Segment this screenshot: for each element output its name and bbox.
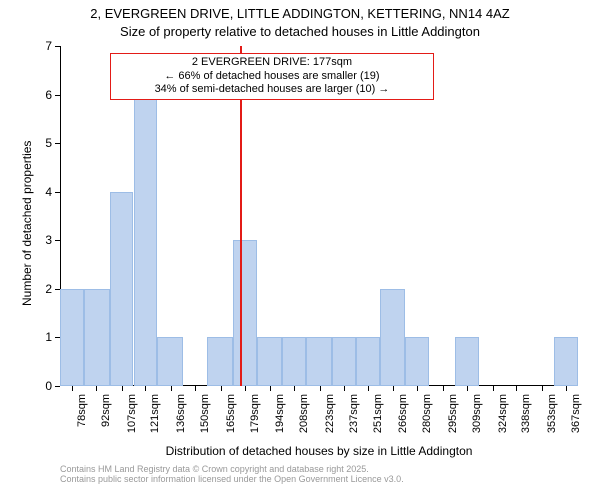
y-tick-label: 6 [32, 88, 52, 102]
x-tick-label: 266sqm [397, 394, 409, 454]
x-tick-label: 338sqm [520, 394, 532, 454]
x-tick-mark [294, 386, 295, 391]
x-tick-label: 237sqm [348, 394, 360, 454]
x-tick-label: 179sqm [249, 394, 261, 454]
histogram-bar [356, 337, 380, 386]
x-tick-label: 121sqm [149, 394, 161, 454]
x-tick-mark [96, 386, 97, 391]
y-tick-mark [55, 386, 60, 387]
x-tick-label: 165sqm [225, 394, 237, 454]
y-tick-label: 0 [32, 379, 52, 393]
x-tick-label: 78sqm [76, 394, 88, 454]
info-box: 2 EVERGREEN DRIVE: 177sqm← 66% of detach… [110, 53, 435, 100]
x-tick-label: 295sqm [447, 394, 459, 454]
x-tick-label: 353sqm [546, 394, 558, 454]
y-tick-label: 5 [32, 136, 52, 150]
plot-area: 2 EVERGREEN DRIVE: 177sqm← 66% of detach… [60, 46, 578, 386]
x-tick-mark [221, 386, 222, 391]
histogram-bar [84, 289, 110, 386]
y-tick-mark [55, 289, 60, 290]
histogram-bar [455, 337, 479, 386]
y-tick-label: 4 [32, 185, 52, 199]
histogram-bar [306, 337, 332, 386]
x-tick-mark [467, 386, 468, 391]
x-tick-mark [195, 386, 196, 391]
histogram-bar [134, 95, 158, 386]
histogram-bar [554, 337, 578, 386]
histogram-bar [380, 289, 406, 386]
x-tick-label: 324sqm [497, 394, 509, 454]
y-tick-mark [55, 192, 60, 193]
info-box-line-2: ← 66% of detached houses are smaller (19… [115, 70, 430, 84]
x-tick-label: 280sqm [421, 394, 433, 454]
x-tick-mark [122, 386, 123, 391]
x-tick-mark [542, 386, 543, 391]
x-tick-label: 367sqm [570, 394, 582, 454]
y-tick-mark [55, 337, 60, 338]
histogram-bar [60, 289, 84, 386]
histogram-bar [110, 192, 134, 386]
y-tick-label: 3 [32, 233, 52, 247]
histogram-bar [332, 337, 356, 386]
info-box-line-1: 2 EVERGREEN DRIVE: 177sqm [115, 56, 430, 70]
title-line-2: Size of property relative to detached ho… [0, 24, 600, 39]
info-box-line-3: 34% of semi-detached houses are larger (… [115, 83, 430, 97]
x-tick-mark [368, 386, 369, 391]
x-tick-label: 136sqm [175, 394, 187, 454]
y-tick-mark [55, 240, 60, 241]
x-tick-mark [417, 386, 418, 391]
histogram-bar [157, 337, 183, 386]
title-line-1: 2, EVERGREEN DRIVE, LITTLE ADDINGTON, KE… [0, 6, 600, 21]
x-tick-mark [171, 386, 172, 391]
x-tick-label: 194sqm [274, 394, 286, 454]
x-tick-label: 309sqm [471, 394, 483, 454]
histogram-bar [233, 240, 257, 386]
x-tick-mark [344, 386, 345, 391]
x-tick-mark [393, 386, 394, 391]
y-tick-label: 1 [32, 330, 52, 344]
x-tick-label: 251sqm [372, 394, 384, 454]
x-tick-mark [145, 386, 146, 391]
y-tick-label: 2 [32, 282, 52, 296]
y-tick-mark [55, 143, 60, 144]
x-tick-mark [72, 386, 73, 391]
x-tick-mark [443, 386, 444, 391]
histogram-bar [405, 337, 429, 386]
y-tick-label: 7 [32, 39, 52, 53]
x-tick-mark [516, 386, 517, 391]
x-tick-mark [566, 386, 567, 391]
x-tick-label: 150sqm [199, 394, 211, 454]
histogram-bar [207, 337, 233, 386]
histogram-bar [282, 337, 306, 386]
chart-root: 2, EVERGREEN DRIVE, LITTLE ADDINGTON, KE… [0, 0, 600, 500]
x-tick-label: 208sqm [298, 394, 310, 454]
histogram-bar [257, 337, 283, 386]
y-tick-mark [55, 46, 60, 47]
y-tick-mark [55, 95, 60, 96]
x-tick-label: 92sqm [100, 394, 112, 454]
x-tick-label: 223sqm [324, 394, 336, 454]
x-tick-mark [493, 386, 494, 391]
attribution-text: Contains HM Land Registry data © Crown c… [60, 464, 404, 484]
x-tick-mark [245, 386, 246, 391]
x-tick-mark [270, 386, 271, 391]
x-tick-label: 107sqm [126, 394, 138, 454]
x-tick-mark [320, 386, 321, 391]
